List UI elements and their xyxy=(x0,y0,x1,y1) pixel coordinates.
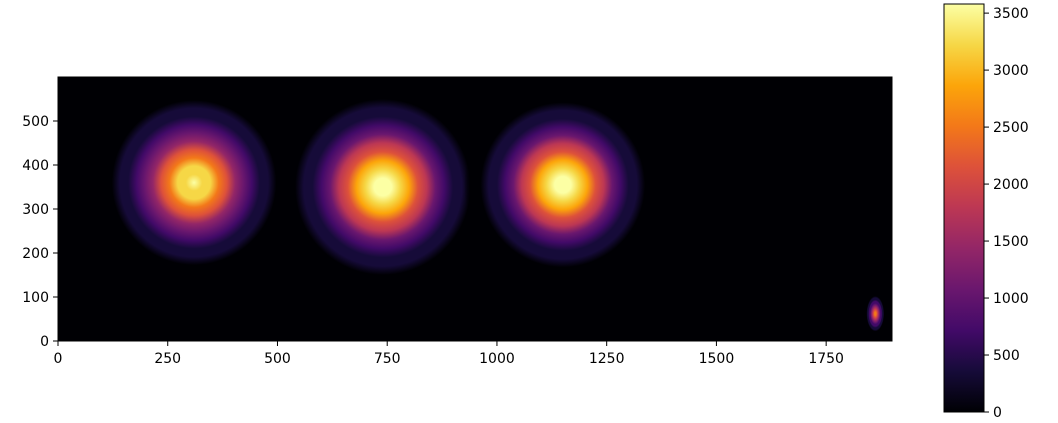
colorbar-tick-label: 500 xyxy=(993,348,1020,364)
colorbar-tick-label: 2500 xyxy=(993,120,1029,136)
y-tick-label: 400 xyxy=(22,158,49,174)
colorbar-ticks: 0 500 1000 1500 2000 2500 3000 3500 xyxy=(984,6,1029,421)
y-tick-label: 0 xyxy=(40,334,49,350)
colorbar-gradient xyxy=(943,3,985,413)
y-tick-label: 500 xyxy=(22,114,49,130)
x-tick-label: 1250 xyxy=(589,351,625,367)
colorbar-tick-label: 0 xyxy=(993,405,1002,421)
heatmap-blob xyxy=(277,81,489,293)
x-tick-label: 750 xyxy=(374,351,401,367)
x-tick-label: 1500 xyxy=(699,351,735,367)
x-axis: 0 250 500 750 1000 1250 1500 1750 xyxy=(54,341,844,367)
x-tick-label: 0 xyxy=(54,351,63,367)
x-tick-label: 250 xyxy=(154,351,181,367)
colorbar-tick-label: 3500 xyxy=(993,6,1029,22)
y-tick-label: 100 xyxy=(22,290,49,306)
y-tick-label: 200 xyxy=(22,246,49,262)
colorbar-tick-label: 1500 xyxy=(993,234,1029,250)
colorbar-tick-label: 1000 xyxy=(993,291,1029,307)
heatmap-layer xyxy=(95,81,886,335)
x-tick-label: 1750 xyxy=(808,351,844,367)
plot-area xyxy=(57,76,893,342)
x-tick-label: 500 xyxy=(264,351,291,367)
colorbar-tick-label: 2000 xyxy=(993,177,1029,193)
colorbar: 0 500 1000 1500 2000 2500 3000 3500 xyxy=(943,3,1029,421)
y-axis: 0 100 200 300 400 500 xyxy=(22,114,58,350)
heatmap-blob xyxy=(95,83,293,282)
y-tick-label: 300 xyxy=(22,202,49,218)
heatmap-blob xyxy=(464,85,662,284)
colorbar-tick-label: 3000 xyxy=(993,63,1029,79)
x-tick-label: 1000 xyxy=(479,351,515,367)
heatmap-blob xyxy=(864,292,886,335)
